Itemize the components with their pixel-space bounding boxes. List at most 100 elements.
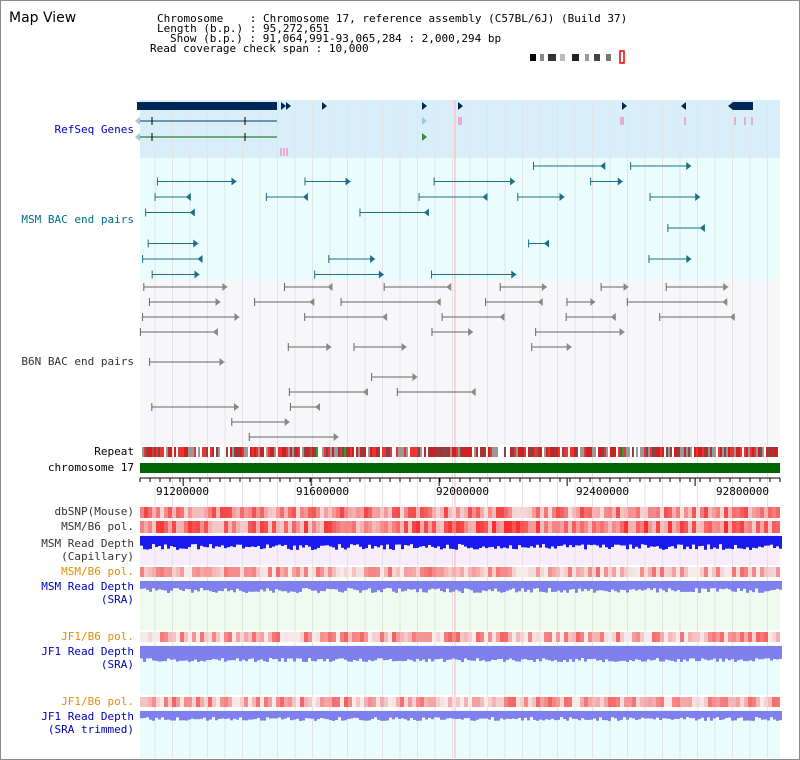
track-label-b6n-bac[interactable]: B6N BAC end pairs [21, 355, 134, 368]
heat-cell [344, 697, 348, 707]
read-depth-bar [194, 711, 197, 720]
repeat-segment [296, 447, 298, 457]
read-depth-bar [776, 536, 779, 547]
heat-cell [404, 521, 408, 533]
read-depth-bar [749, 536, 752, 550]
read-depth-bar [437, 711, 440, 718]
repeat-segment [548, 447, 550, 457]
read-depth-bar [659, 711, 662, 721]
heat-cell [432, 697, 436, 707]
heat-cell [716, 507, 720, 518]
read-depth-bar [341, 536, 344, 548]
heat-cell [604, 507, 608, 518]
heat-cell [380, 507, 384, 518]
repeat-segment [414, 447, 416, 457]
coverage-info: Read coverage check span : 10,000 [150, 42, 369, 55]
read-depth-bar [539, 536, 542, 548]
heat-cell [572, 632, 576, 642]
heat-cell [520, 521, 524, 533]
track-label-msm-bac[interactable]: MSM BAC end pairs [21, 213, 134, 226]
read-depth-bar [167, 711, 170, 720]
heat-cell [240, 632, 244, 642]
read-depth-bar [704, 711, 707, 721]
heat-cell [308, 507, 312, 518]
read-depth-bar [281, 646, 284, 659]
read-depth-bar [512, 536, 515, 549]
read-depth-bar [437, 536, 440, 547]
read-depth-bar [236, 711, 239, 720]
heat-cell [748, 697, 752, 707]
repeat-segment [736, 447, 738, 457]
heat-cell [336, 507, 340, 518]
read-depth-bar [464, 646, 467, 659]
heat-cell [744, 507, 748, 518]
read-depth-bar [719, 711, 722, 721]
heat-cell [644, 521, 648, 533]
heat-cell [528, 567, 532, 577]
repeat-segment [514, 447, 516, 457]
read-depth-bar [602, 536, 605, 545]
heat-cell [460, 507, 464, 518]
read-depth-bar [545, 581, 548, 593]
repeat-segment [210, 447, 212, 457]
repeat-segment [456, 447, 458, 457]
read-depth-bar [389, 581, 392, 589]
read-depth-bar [299, 536, 302, 546]
heat-cell [756, 507, 760, 518]
heat-cell [172, 521, 176, 533]
chromosome-bar [140, 463, 780, 473]
heat-cell [316, 507, 320, 518]
heat-cell [644, 507, 648, 518]
heat-cell [172, 697, 176, 707]
read-depth-bar [740, 536, 743, 549]
heat-cell [708, 507, 712, 518]
heat-cell [492, 521, 496, 533]
read-depth-bar [656, 646, 659, 659]
repeat-segment [418, 447, 420, 457]
read-depth-bar [287, 646, 290, 659]
read-depth-bar [623, 711, 626, 718]
heat-cell [312, 507, 316, 518]
read-depth-bar [551, 581, 554, 592]
heat-cell [392, 567, 396, 577]
repeat-segment [606, 447, 608, 457]
heat-cell [276, 507, 280, 518]
read-depth-bar [278, 581, 281, 591]
read-depth-bar [572, 646, 575, 662]
read-depth-bar [377, 711, 380, 720]
read-depth-bar [602, 711, 605, 721]
read-depth-bar [152, 581, 155, 589]
repeat-segment [324, 447, 326, 457]
heat-cell [744, 567, 748, 577]
heat-cell [488, 521, 492, 533]
repeat-segment [152, 447, 154, 457]
read-depth-bar [266, 711, 269, 718]
read-depth-bar [167, 646, 170, 659]
arrow-marker [681, 102, 686, 110]
heat-cell [584, 521, 588, 533]
read-depth-bar [641, 646, 644, 662]
read-depth-bar [311, 711, 314, 719]
heat-cell [616, 632, 620, 642]
read-depth-bar [629, 711, 632, 718]
read-depth-bar [458, 536, 461, 545]
heat-cell [168, 697, 172, 707]
heat-cell [188, 632, 192, 642]
read-depth-bar [149, 711, 152, 720]
read-depth-bar [581, 711, 584, 719]
read-depth-bar [701, 711, 704, 718]
track-label-refseq-genes[interactable]: RefSeq Genes [54, 123, 134, 136]
read-depth-bar [620, 711, 623, 720]
heat-cell [668, 697, 672, 707]
heat-cell [772, 507, 776, 518]
read-depth-bar [509, 581, 512, 590]
read-depth-bar [536, 581, 539, 589]
read-depth-bar [584, 711, 587, 720]
read-depth-bar [755, 581, 758, 589]
heat-cell [252, 632, 256, 642]
heat-cell [636, 567, 640, 577]
read-depth-bar [287, 536, 290, 549]
heat-cell [568, 507, 572, 518]
heat-cell [496, 507, 500, 518]
